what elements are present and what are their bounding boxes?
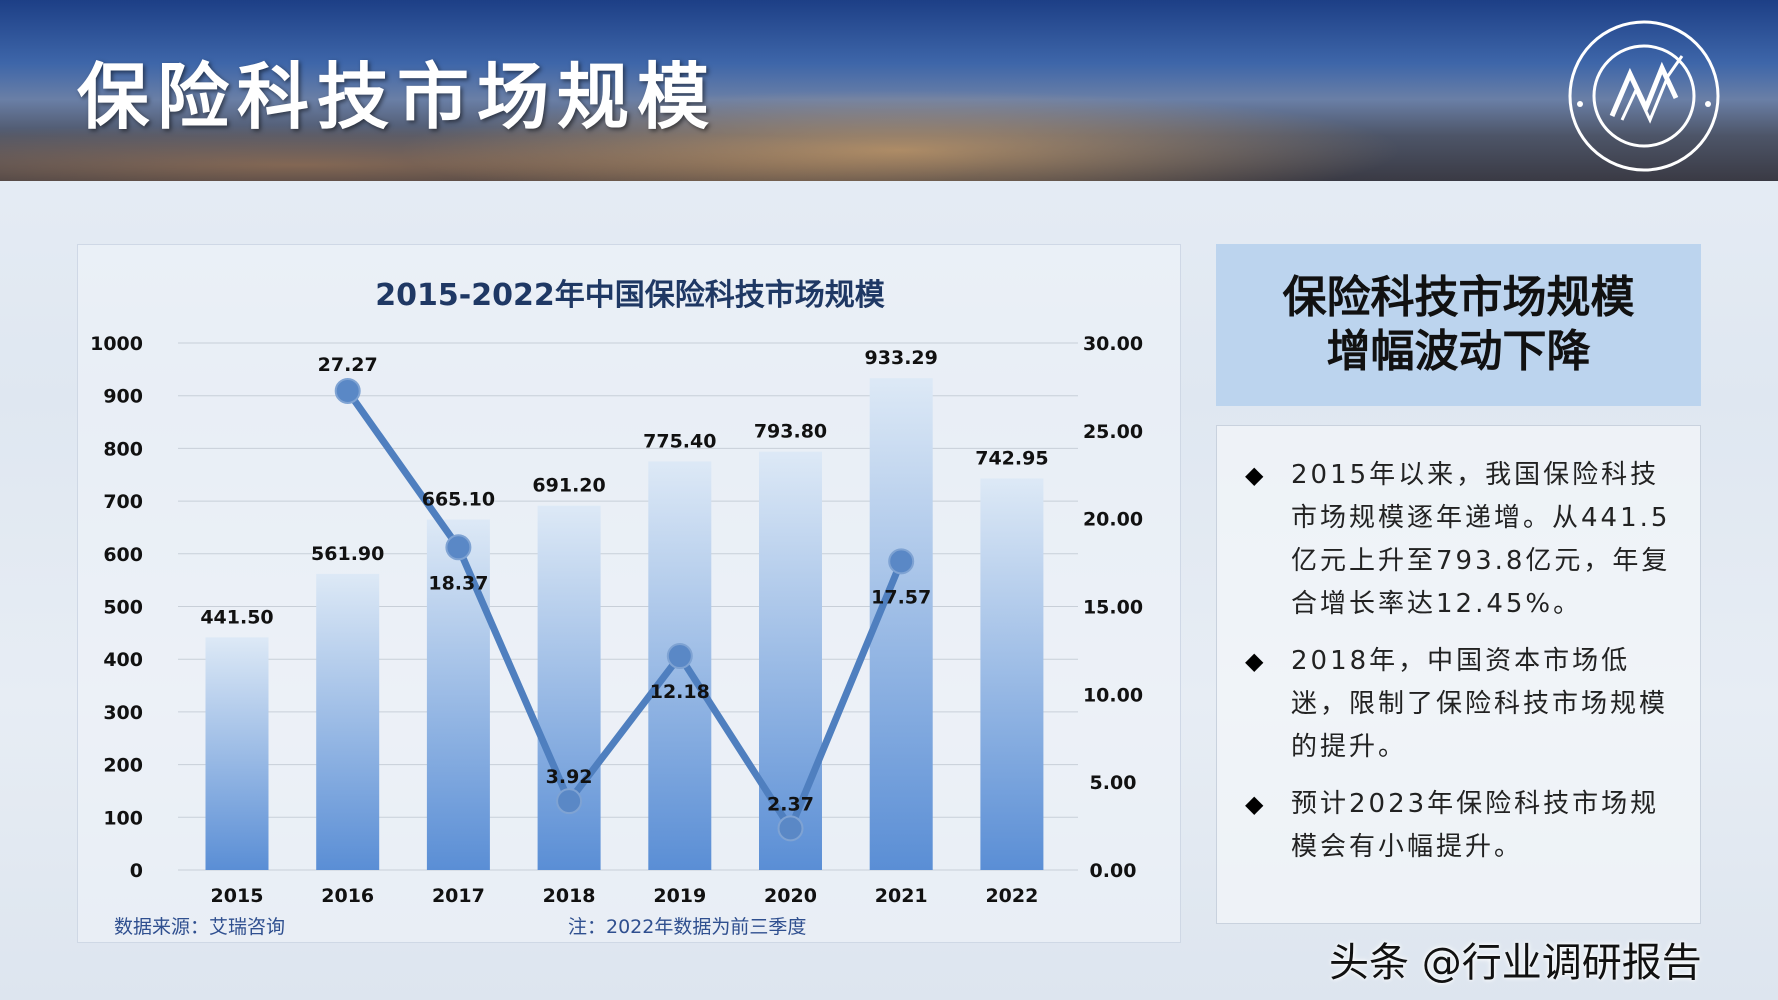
combo-chart: 2015-2022年中国保险科技市场规模 0 100 200 300 400 500 600… — [90, 278, 1143, 938]
line-label: 12.18 — [650, 681, 710, 703]
right-axis-tick: 10.00 — [1083, 684, 1143, 706]
header-banner: 保险科技市场规模 — [0, 0, 1778, 181]
x-axis-tick: 2019 — [653, 885, 706, 907]
bar-2015 — [205, 637, 269, 870]
bar-label: 742.95 — [975, 447, 1048, 469]
left-axis-tick: 400 — [103, 649, 143, 671]
left-axis-tick: 1000 — [90, 333, 143, 355]
right-axis-tick: 15.00 — [1083, 597, 1143, 619]
diamond-icon: ◆ — [1245, 461, 1267, 489]
line-point — [666, 643, 693, 670]
line-label: 2.37 — [767, 793, 814, 815]
bar-2018 — [537, 505, 601, 870]
line-point — [888, 548, 915, 575]
left-axis-tick: 900 — [103, 386, 143, 408]
chart-title: 2015-2022年中国保险科技市场规模 — [375, 278, 884, 313]
bar-label: 441.50 — [200, 606, 273, 628]
right-axis-tick: 20.00 — [1083, 509, 1143, 531]
right-axis-tick: 25.00 — [1083, 421, 1143, 443]
bar-2016 — [316, 573, 380, 870]
x-axis-tick: 2020 — [764, 885, 817, 907]
bullet-item: ◆ 预计2023年保险科技市场规模会有小幅提升。 — [1245, 783, 1679, 869]
line-label: 18.37 — [428, 572, 488, 594]
bar-label: 793.80 — [754, 421, 827, 443]
summary-box: ◆ 2015年以来，我国保险科技市场规模逐年递增。从441.5亿元上升至793.… — [1216, 425, 1701, 924]
logo-icon — [1568, 20, 1720, 172]
x-axis-tick: 2021 — [875, 885, 928, 907]
left-axis-tick: 0 — [130, 860, 143, 882]
x-axis-tick: 2017 — [432, 885, 485, 907]
chart-panel: 2015-2022年中国保险科技市场规模 0 100 200 300 400 500 600… — [77, 244, 1181, 943]
line-point — [445, 534, 472, 561]
bullet-item: ◆ 2018年，中国资本市场低迷，限制了保险科技市场规模的提升。 — [1245, 640, 1679, 769]
right-axis-tick: 30.00 — [1083, 333, 1143, 355]
left-axis-tick: 200 — [103, 755, 143, 777]
footnote: 注：2022年数据为前三季度 — [568, 916, 806, 938]
line-point — [777, 815, 804, 842]
left-axis-tick: 100 — [103, 807, 143, 829]
line-label: 3.92 — [546, 766, 593, 788]
x-axis-tick: 2015 — [211, 885, 264, 907]
diamond-icon: ◆ — [1245, 790, 1267, 818]
bar-2022 — [980, 478, 1044, 870]
line-point — [334, 377, 361, 404]
watermark: 头条 @行业调研报告 — [1329, 940, 1702, 986]
left-axis-tick: 500 — [103, 597, 143, 619]
source-note: 数据来源：艾瑞咨询 — [114, 916, 285, 938]
x-axis-tick: 2016 — [321, 885, 374, 907]
bar-label: 665.10 — [422, 488, 495, 510]
left-axis-tick: 600 — [103, 544, 143, 566]
bullet-item: ◆ 2015年以来，我国保险科技市场规模逐年递增。从441.5亿元上升至793.… — [1245, 454, 1679, 626]
left-axis-tick: 800 — [103, 438, 143, 460]
x-axis-tick: 2022 — [985, 885, 1038, 907]
bar-label: 691.20 — [532, 475, 605, 497]
line-label: 27.27 — [318, 354, 378, 376]
bar-label: 561.90 — [311, 543, 384, 565]
bar-label: 775.40 — [643, 430, 716, 452]
right-axis-tick: 0.00 — [1090, 860, 1137, 882]
left-axis-tick: 300 — [103, 702, 143, 724]
right-axis-tick: 5.00 — [1090, 772, 1137, 794]
x-axis-tick: 2018 — [543, 885, 596, 907]
line-point — [556, 788, 583, 815]
summary-heading-line1: 保险科技市场规模 — [1282, 272, 1635, 323]
bar-label: 933.29 — [865, 347, 938, 369]
bar-2017 — [426, 519, 490, 870]
page-title: 保险科技市场规模 — [77, 55, 718, 139]
bar-2021 — [869, 378, 933, 870]
line-label: 17.57 — [871, 586, 931, 608]
diamond-icon: ◆ — [1245, 647, 1267, 675]
summary-heading: 保险科技市场规模 增幅波动下降 — [1216, 244, 1701, 406]
growth-line — [344, 388, 905, 832]
left-axis-tick: 700 — [103, 491, 143, 513]
summary-heading-line2: 增幅波动下降 — [1326, 326, 1591, 377]
